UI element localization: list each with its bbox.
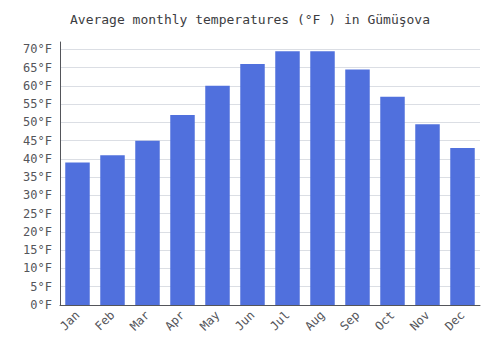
svg-text:Jan: Jan	[57, 308, 82, 333]
svg-text:Sep: Sep	[337, 308, 362, 333]
svg-text:Aug: Aug	[302, 308, 327, 333]
svg-text:20°F: 20°F	[23, 225, 52, 239]
svg-text:25°F: 25°F	[23, 207, 52, 221]
svg-text:35°F: 35°F	[23, 170, 52, 184]
svg-text:0°F: 0°F	[30, 298, 52, 312]
svg-text:5°F: 5°F	[30, 280, 52, 294]
svg-text:50°F: 50°F	[23, 115, 52, 129]
svg-text:Jun: Jun	[232, 308, 257, 333]
svg-text:30°F: 30°F	[23, 188, 52, 202]
svg-text:45°F: 45°F	[23, 134, 52, 148]
svg-text:May: May	[197, 308, 222, 333]
svg-text:Jul: Jul	[267, 308, 292, 333]
svg-text:Nov: Nov	[407, 308, 432, 333]
svg-text:65°F: 65°F	[23, 61, 52, 75]
svg-text:60°F: 60°F	[23, 79, 52, 93]
svg-text:70°F: 70°F	[23, 42, 52, 56]
svg-text:Feb: Feb	[92, 308, 117, 333]
svg-text:Dec: Dec	[442, 308, 467, 333]
svg-text:15°F: 15°F	[23, 243, 52, 257]
svg-text:Mar: Mar	[127, 308, 152, 333]
svg-text:Apr: Apr	[162, 308, 187, 333]
svg-text:55°F: 55°F	[23, 97, 52, 111]
svg-text:Average monthly temperatures (: Average monthly temperatures (°F ) in Gü…	[70, 12, 430, 27]
svg-text:40°F: 40°F	[23, 152, 52, 166]
svg-text:10°F: 10°F	[23, 261, 52, 275]
svg-text:Oct: Oct	[372, 308, 397, 333]
